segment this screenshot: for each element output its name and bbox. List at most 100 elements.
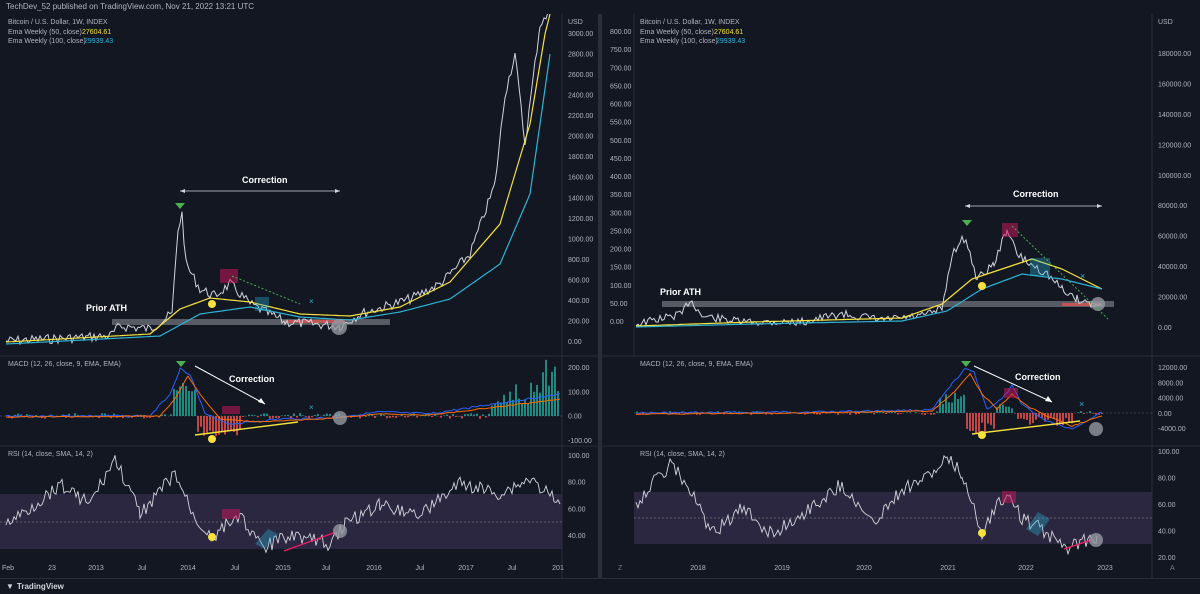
histogram-bar (416, 416, 418, 418)
histogram-bar (191, 391, 193, 416)
histogram-bar (1020, 413, 1022, 419)
rsi-axis[interactable]: 100.00 80.00 60.00 40.00 20.00 (1158, 449, 1180, 562)
time-tick-label: 2017 (458, 565, 474, 572)
currency-label: USD (1158, 19, 1173, 26)
corner-right-button[interactable]: A (1170, 565, 1175, 572)
histogram-bar (813, 413, 815, 415)
histogram-bar (882, 412, 884, 413)
rsi-yellow-dot (208, 533, 216, 541)
histogram-bar (921, 413, 923, 415)
histogram-bar (981, 413, 983, 423)
histogram-bar (359, 416, 361, 419)
time-axis[interactable]: 2018 2019 2020 2021 2022 2023 (690, 565, 1113, 572)
histogram-bar (143, 416, 145, 419)
arrow-left-icon (180, 189, 185, 193)
right-chart[interactable]: Bitcoin / U.S. Dollar, 1W, INDEX Ema Wee… (602, 14, 1200, 578)
ema100-legend: Ema Weekly (100, close) (640, 38, 718, 45)
histogram-bar (530, 382, 532, 416)
rsi-highlight-box (222, 509, 240, 519)
histogram-bar (1092, 413, 1094, 414)
price-axis[interactable]: 3000.00 2800.00 2600.00 2400.00 2200.00 2000.… (568, 31, 593, 346)
histogram-bar (269, 416, 271, 419)
histogram-bar (879, 412, 881, 413)
histogram-bar (509, 391, 511, 416)
histogram-bar (1038, 413, 1040, 418)
price-tick-label: 2800.00 (568, 52, 593, 59)
time-tick-label: 2014 (180, 565, 196, 572)
histogram-bar (1086, 412, 1088, 413)
histogram-bar (182, 382, 184, 416)
histogram-bar (293, 413, 295, 416)
histogram-bar (1062, 413, 1064, 426)
histogram-bar (188, 391, 190, 416)
histogram-bar (1071, 413, 1073, 424)
histogram-bar (515, 384, 517, 416)
rsi-axis[interactable]: 100.00 80.00 60.00 40.00 (568, 453, 590, 540)
histogram-bar (1017, 413, 1019, 420)
histogram-bar (374, 416, 376, 419)
macd-axis[interactable]: 200.00 100.00 0.00 -100.00 (568, 365, 592, 445)
macd-divergence-line (971, 420, 1081, 435)
histogram-bar (1098, 413, 1100, 415)
histogram-bar (678, 413, 680, 414)
time-tick-label: 2022 (1018, 565, 1034, 572)
macd-yellow-dot (208, 435, 216, 443)
histogram-bar (197, 416, 199, 432)
histogram-bar (251, 414, 253, 416)
histogram-bar (221, 416, 223, 433)
histogram-bar (431, 416, 433, 418)
left-chart[interactable]: Bitcoin / U.S. Dollar, 1W, INDEX Ema Wee… (0, 14, 598, 578)
rsi-line (5, 455, 561, 554)
histogram-bar (975, 413, 977, 434)
macd-correction-arrow (973, 365, 1053, 403)
histogram-bar (1089, 411, 1091, 413)
highlight-box-blue (1030, 258, 1050, 276)
histogram-bar (65, 416, 67, 418)
histogram-bar (984, 413, 986, 433)
histogram-bar (410, 415, 412, 416)
histogram-bar (107, 415, 109, 416)
histogram-bar (1035, 413, 1037, 420)
tradingview-logo[interactable]: ▼ TradingView (6, 582, 64, 591)
histogram-bar (230, 416, 232, 431)
price-tick-label: 160000.00 (1158, 81, 1191, 88)
signal-line (5, 375, 561, 423)
support-band (662, 301, 1114, 307)
histogram-bar (545, 359, 547, 416)
histogram-bar (350, 416, 352, 418)
histogram-bar (284, 415, 286, 416)
histogram-bar (200, 416, 202, 427)
yellow-dot-marker (208, 300, 216, 308)
time-tick-label: Jul (138, 565, 147, 572)
histogram-bar (389, 416, 391, 418)
histogram-bar (885, 413, 887, 415)
histogram-bar (518, 398, 520, 416)
arrow-left-icon (965, 204, 970, 208)
time-tick-label: 2020 (856, 565, 872, 572)
price-axis[interactable]: 180000.00 160000.00 140000.00 120000.00 1000… (1158, 51, 1191, 332)
time-tick-label: Jul (322, 565, 331, 572)
histogram-bar (972, 413, 974, 431)
histogram-bar (272, 416, 274, 419)
histogram-bar (1002, 404, 1004, 413)
macd-axis[interactable]: 12000.00 8000.00 4000.00 0.00 -4000.00 (1158, 365, 1187, 433)
histogram-bar (443, 415, 445, 416)
time-tick-label: 2018 (690, 565, 706, 572)
time-axis[interactable]: Feb 23 2013 Jul 2014 Jul 2015 Jul 2016 Jul 2017 Jul… (2, 565, 564, 572)
histogram-bar (203, 416, 205, 436)
price-tick-label: 100000.00 (1158, 173, 1191, 180)
time-tick-label: Jul (231, 565, 240, 572)
histogram-bar (960, 396, 962, 413)
time-tick-label: Jul (508, 565, 517, 572)
histogram-bar (278, 416, 280, 419)
histogram-bar (242, 416, 244, 417)
histogram-bar (1026, 413, 1028, 420)
corner-left-button[interactable]: Z (618, 565, 623, 572)
inner-price-axis[interactable]: 800.00 750.00 700.00 650.00 600.00 550.00 500.… (610, 29, 632, 326)
ema100-value: 29939.43 (84, 38, 113, 45)
histogram-bar (491, 405, 493, 416)
histogram-bar (218, 416, 220, 435)
price-tick-label: 60000.00 (1158, 234, 1187, 241)
histogram-bar (287, 414, 289, 416)
histogram-bar (527, 403, 529, 416)
